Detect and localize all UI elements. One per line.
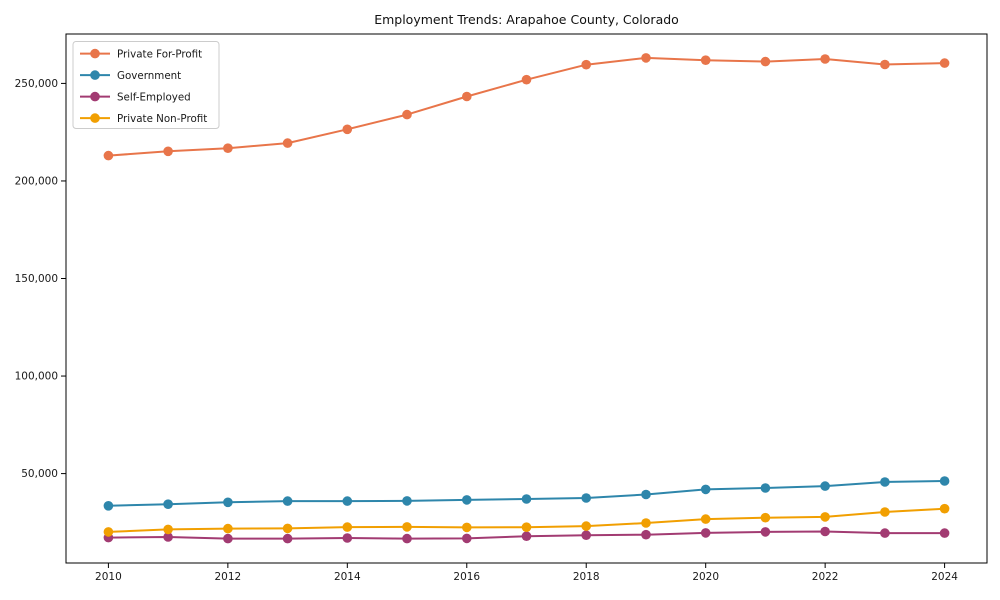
x-axis-tick-label: 2022: [812, 571, 839, 583]
y-axis-tick-label: 150,000: [15, 273, 58, 285]
data-point-private-non-profit-2017: [521, 522, 532, 532]
legend-label-government: Government: [117, 70, 181, 82]
data-point-government-2010: [103, 501, 114, 511]
y-axis-tick-label: 250,000: [15, 78, 58, 90]
data-point-private-for-profit-2021: [760, 56, 771, 67]
data-point-private-for-profit-2020: [700, 55, 711, 65]
data-point-self-employed-2021: [760, 527, 771, 537]
data-point-self-employed-2022: [820, 526, 830, 537]
data-point-government-2011: [163, 499, 173, 510]
data-point-government-2016: [462, 495, 472, 505]
data-point-self-employed-2020: [700, 528, 711, 538]
data-point-self-employed-2012: [223, 533, 233, 544]
y-axis-tick-label: 50,000: [21, 468, 58, 480]
data-point-government-2019: [641, 489, 651, 500]
data-point-government-2021: [760, 483, 771, 493]
data-point-government-2024: [939, 476, 950, 486]
legend-marker-private-for-profit: [90, 48, 100, 59]
data-point-private-non-profit-2012: [223, 523, 233, 534]
data-point-self-employed-2018: [581, 530, 591, 540]
x-axis-tick-label: 2010: [95, 571, 122, 583]
data-point-private-for-profit-2014: [342, 124, 353, 135]
data-point-private-non-profit-2010: [103, 527, 114, 537]
data-point-private-for-profit-2010: [103, 150, 114, 161]
data-point-private-non-profit-2022: [820, 512, 830, 522]
data-point-private-non-profit-2020: [700, 514, 711, 524]
x-axis-tick-label: 2018: [573, 571, 600, 583]
data-point-self-employed-2011: [163, 532, 173, 542]
data-point-private-for-profit-2011: [163, 146, 173, 157]
series-line-private-for-profit: [107, 56, 946, 157]
data-point-private-for-profit-2015: [402, 109, 412, 120]
data-point-self-employed-2023: [880, 528, 890, 538]
data-point-private-non-profit-2019: [641, 518, 651, 528]
data-point-self-employed-2017: [521, 531, 532, 541]
x-axis-tick-label: 2024: [931, 571, 958, 583]
data-point-government-2022: [820, 481, 830, 491]
legend-label-self-employed: Self-Employed: [117, 91, 191, 103]
data-point-private-non-profit-2021: [760, 512, 771, 523]
data-point-private-for-profit-2013: [282, 138, 293, 148]
data-point-government-2018: [581, 493, 591, 503]
data-point-private-non-profit-2018: [581, 521, 591, 531]
legend-label-private-for-profit: Private For-Profit: [117, 48, 202, 60]
legend-marker-self-employed: [90, 91, 100, 102]
data-point-private-non-profit-2011: [163, 524, 173, 535]
data-point-government-2014: [342, 496, 353, 506]
data-point-government-2023: [880, 477, 890, 487]
x-axis-tick-label: 2020: [692, 571, 719, 583]
data-point-private-for-profit-2018: [581, 59, 591, 70]
data-point-self-employed-2013: [282, 533, 293, 544]
legend-label-private-non-profit: Private Non-Profit: [117, 113, 207, 125]
data-point-self-employed-2016: [462, 533, 472, 544]
legend-box: [72, 41, 220, 129]
chart-title: Employment Trends: Arapahoe County, Colo…: [374, 12, 679, 27]
legend-marker-private-non-profit: [90, 113, 100, 123]
plot-border: [65, 33, 988, 564]
data-point-government-2012: [223, 497, 233, 508]
data-point-self-employed-2015: [402, 533, 412, 544]
data-point-self-employed-2014: [342, 533, 353, 543]
data-point-private-non-profit-2013: [282, 523, 293, 534]
data-point-private-for-profit-2022: [820, 54, 830, 64]
legend-marker-government: [90, 70, 100, 80]
data-point-private-for-profit-2024: [939, 58, 950, 68]
data-point-private-for-profit-2023: [880, 59, 890, 70]
x-axis-tick-label: 2014: [334, 571, 361, 583]
y-axis-tick-label: 200,000: [15, 176, 58, 188]
data-point-private-for-profit-2016: [462, 91, 472, 102]
data-point-government-2017: [521, 494, 532, 504]
data-point-private-for-profit-2019: [641, 53, 651, 63]
data-point-private-for-profit-2017: [521, 74, 532, 85]
data-point-private-non-profit-2014: [342, 522, 353, 532]
y-axis-tick-label: 100,000: [15, 371, 58, 383]
data-point-government-2015: [402, 496, 412, 506]
data-point-self-employed-2024: [939, 528, 950, 538]
x-axis-tick-label: 2012: [214, 571, 241, 583]
data-point-private-for-profit-2012: [223, 143, 233, 153]
data-point-private-non-profit-2016: [462, 522, 472, 533]
data-point-government-2020: [700, 484, 711, 495]
x-axis-tick-label: 2016: [453, 571, 480, 583]
data-point-self-employed-2019: [641, 529, 651, 540]
data-point-government-2013: [282, 496, 293, 506]
data-point-private-non-profit-2023: [880, 507, 890, 517]
data-point-private-non-profit-2024: [939, 503, 950, 514]
data-point-private-non-profit-2015: [402, 522, 412, 532]
